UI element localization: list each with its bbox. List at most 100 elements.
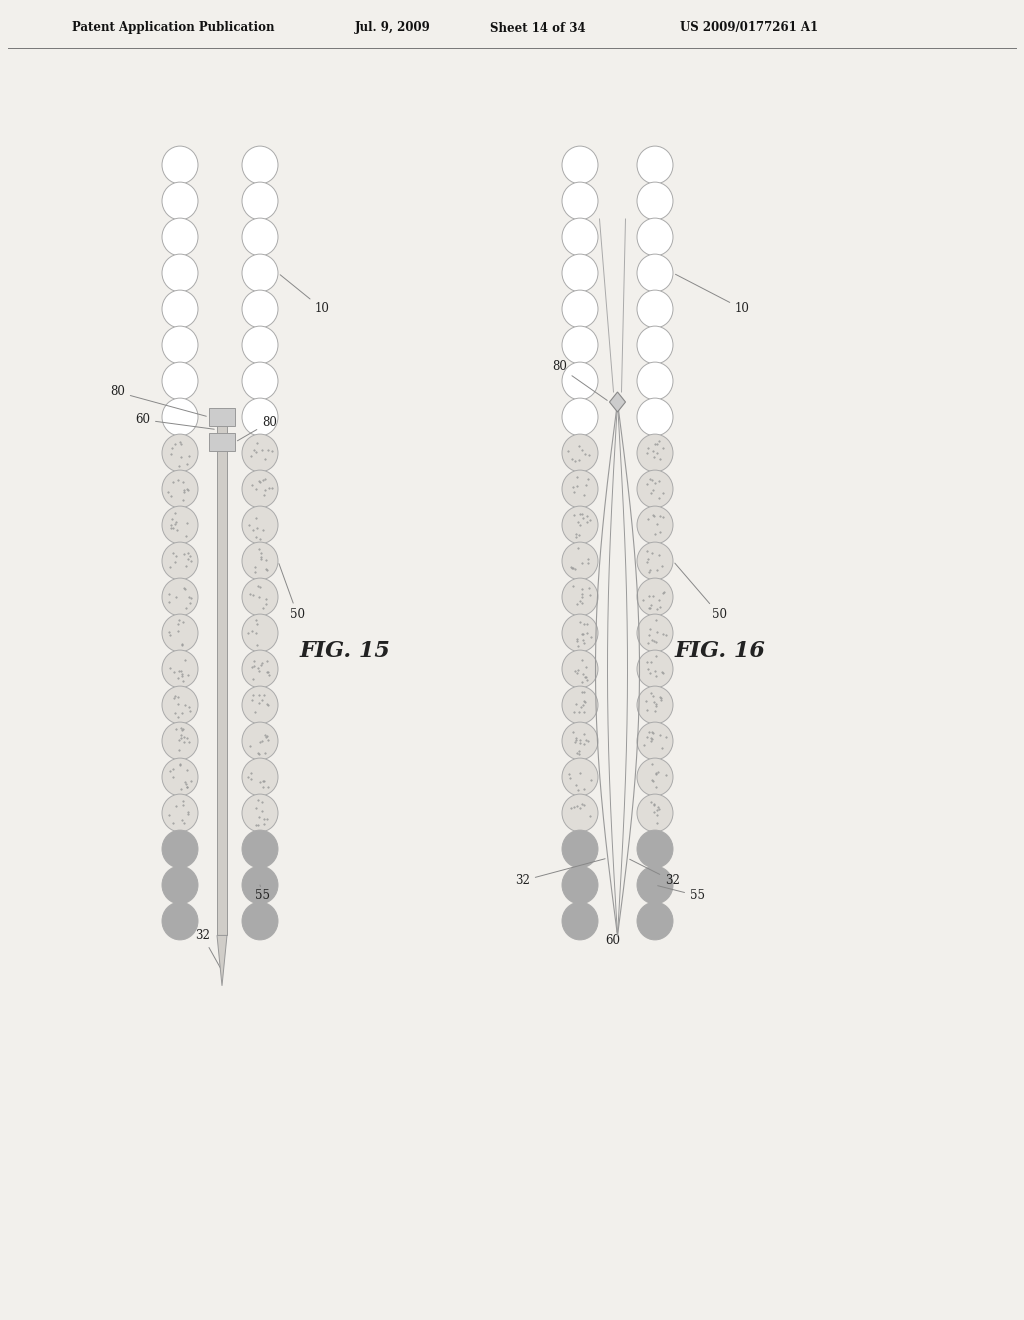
Text: 80: 80 <box>552 360 607 400</box>
Ellipse shape <box>162 902 198 940</box>
Ellipse shape <box>242 399 278 436</box>
Ellipse shape <box>637 758 673 796</box>
Text: 10: 10 <box>676 275 750 315</box>
Ellipse shape <box>562 147 598 183</box>
Ellipse shape <box>242 686 278 723</box>
Ellipse shape <box>162 434 198 471</box>
Ellipse shape <box>637 147 673 183</box>
Bar <box>217 426 227 936</box>
Ellipse shape <box>162 253 198 292</box>
Text: US 2009/0177261 A1: US 2009/0177261 A1 <box>680 21 818 34</box>
Ellipse shape <box>242 902 278 940</box>
Ellipse shape <box>562 722 598 760</box>
Ellipse shape <box>637 326 673 364</box>
Ellipse shape <box>637 722 673 760</box>
Ellipse shape <box>562 866 598 904</box>
Ellipse shape <box>162 686 198 723</box>
Ellipse shape <box>242 218 278 256</box>
Ellipse shape <box>562 578 598 616</box>
Ellipse shape <box>162 578 198 616</box>
Ellipse shape <box>242 543 278 579</box>
Ellipse shape <box>162 362 198 400</box>
Ellipse shape <box>162 506 198 544</box>
Ellipse shape <box>562 470 598 508</box>
Ellipse shape <box>637 218 673 256</box>
Ellipse shape <box>562 758 598 796</box>
Ellipse shape <box>242 578 278 616</box>
Ellipse shape <box>242 830 278 869</box>
Ellipse shape <box>162 147 198 183</box>
Text: 32: 32 <box>515 859 605 887</box>
Text: 10: 10 <box>281 275 330 315</box>
Ellipse shape <box>562 649 598 688</box>
Ellipse shape <box>162 614 198 652</box>
Ellipse shape <box>562 218 598 256</box>
Ellipse shape <box>242 253 278 292</box>
Ellipse shape <box>242 147 278 183</box>
Ellipse shape <box>562 795 598 832</box>
Ellipse shape <box>562 830 598 869</box>
Ellipse shape <box>162 543 198 579</box>
Ellipse shape <box>242 506 278 544</box>
Ellipse shape <box>162 326 198 364</box>
Polygon shape <box>217 936 227 986</box>
Text: Patent Application Publication: Patent Application Publication <box>72 21 274 34</box>
Ellipse shape <box>637 649 673 688</box>
Bar <box>209 408 234 426</box>
Ellipse shape <box>162 218 198 256</box>
Ellipse shape <box>242 326 278 364</box>
Text: 60: 60 <box>605 931 620 948</box>
Text: Sheet 14 of 34: Sheet 14 of 34 <box>490 21 586 34</box>
Ellipse shape <box>637 399 673 436</box>
Text: 80: 80 <box>110 385 206 416</box>
Ellipse shape <box>162 795 198 832</box>
Ellipse shape <box>637 362 673 400</box>
Text: 50: 50 <box>675 564 727 622</box>
Text: 32: 32 <box>195 929 220 969</box>
Ellipse shape <box>242 470 278 508</box>
Text: FIG. 15: FIG. 15 <box>300 640 391 663</box>
Polygon shape <box>609 392 626 412</box>
Ellipse shape <box>242 722 278 760</box>
Ellipse shape <box>242 182 278 220</box>
Ellipse shape <box>162 470 198 508</box>
Ellipse shape <box>637 290 673 327</box>
Text: 55: 55 <box>657 886 705 903</box>
Ellipse shape <box>162 649 198 688</box>
Ellipse shape <box>162 830 198 869</box>
Ellipse shape <box>637 686 673 723</box>
Ellipse shape <box>637 830 673 869</box>
Ellipse shape <box>562 399 598 436</box>
Bar <box>209 433 234 451</box>
Ellipse shape <box>562 182 598 220</box>
Ellipse shape <box>637 506 673 544</box>
Ellipse shape <box>637 795 673 832</box>
Ellipse shape <box>162 722 198 760</box>
Ellipse shape <box>637 902 673 940</box>
Ellipse shape <box>562 434 598 471</box>
Text: Jul. 9, 2009: Jul. 9, 2009 <box>355 21 431 34</box>
Text: 60: 60 <box>135 413 214 429</box>
Ellipse shape <box>637 253 673 292</box>
Ellipse shape <box>162 399 198 436</box>
Ellipse shape <box>562 290 598 327</box>
Text: FIG. 16: FIG. 16 <box>675 640 766 663</box>
Ellipse shape <box>562 326 598 364</box>
Ellipse shape <box>637 470 673 508</box>
Ellipse shape <box>562 253 598 292</box>
Ellipse shape <box>242 795 278 832</box>
Ellipse shape <box>637 578 673 616</box>
Ellipse shape <box>637 614 673 652</box>
Text: 50: 50 <box>279 564 305 622</box>
Ellipse shape <box>242 649 278 688</box>
Ellipse shape <box>637 182 673 220</box>
Ellipse shape <box>637 866 673 904</box>
Ellipse shape <box>162 290 198 327</box>
Text: 32: 32 <box>630 859 680 887</box>
Ellipse shape <box>562 506 598 544</box>
Ellipse shape <box>162 758 198 796</box>
Ellipse shape <box>162 866 198 904</box>
Ellipse shape <box>242 434 278 471</box>
Ellipse shape <box>562 614 598 652</box>
Text: 55: 55 <box>255 884 270 903</box>
